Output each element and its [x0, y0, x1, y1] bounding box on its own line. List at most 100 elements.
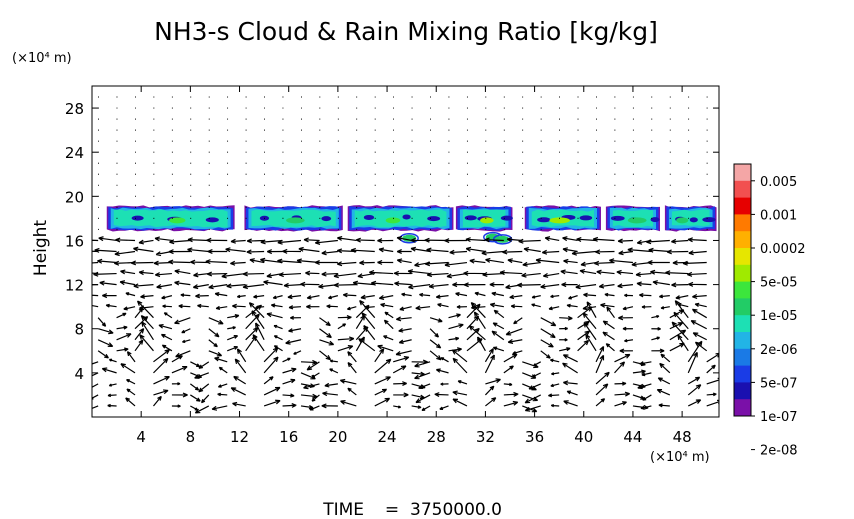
wind-arrow	[208, 284, 228, 290]
wind-arrow	[614, 381, 627, 386]
wind-arrow	[541, 249, 560, 255]
y-tick-label: 16	[65, 232, 84, 250]
wind-arrow	[374, 397, 391, 407]
wind-arrow	[563, 258, 578, 264]
wind-arrow	[377, 344, 394, 352]
wind-arrow	[641, 305, 652, 309]
wind-arrow	[419, 292, 431, 297]
wind-arrow	[116, 333, 132, 341]
wind-arrow	[566, 390, 578, 396]
wind-arrow	[374, 358, 392, 374]
wind-arrow	[215, 305, 228, 310]
wind-arrow	[92, 294, 99, 297]
wind-arrow	[674, 300, 689, 319]
wind-arrow	[692, 293, 707, 299]
wind-arrow	[617, 283, 634, 289]
wind-arrow	[272, 295, 283, 300]
x-tick-label: 24	[378, 428, 397, 446]
wind-arrow	[282, 357, 291, 363]
wind-arrow	[169, 239, 191, 245]
wind-arrow	[350, 247, 375, 253]
y-tick-label: 4	[74, 365, 84, 383]
wind-arrow	[659, 362, 671, 374]
wind-arrow	[300, 393, 318, 399]
wind-arrow	[660, 306, 670, 310]
colorbar-swatch	[734, 248, 751, 266]
wind-arrow	[429, 317, 443, 323]
colorbar-label: 0.001	[760, 208, 797, 223]
wind-arrow	[452, 357, 468, 374]
wind-arrow	[383, 335, 394, 341]
wind-arrow	[251, 310, 265, 330]
wind-arrow	[568, 295, 578, 300]
wind-arrow	[311, 372, 320, 379]
wind-arrow	[513, 317, 523, 325]
wind-arrow	[484, 237, 504, 243]
wind-arrow	[562, 354, 578, 363]
wind-arrow	[136, 300, 154, 319]
wind-arrow	[153, 389, 169, 396]
wind-arrow	[393, 381, 407, 386]
colorbar-swatch	[734, 382, 751, 400]
wind-arrow	[544, 236, 560, 242]
wind-arrow	[125, 397, 136, 407]
wind-arrow	[656, 388, 671, 396]
wind-arrow	[306, 304, 320, 310]
wind-arrow	[687, 351, 698, 374]
wind-arrow	[214, 292, 228, 297]
wind-arrow	[481, 250, 504, 256]
wind-arrow	[484, 354, 495, 374]
wind-arrow	[192, 284, 209, 290]
wind-arrow	[616, 269, 634, 275]
wind-arrow	[393, 270, 412, 276]
wind-arrow	[665, 270, 689, 276]
x-axis-unit: (×10⁴ m)	[650, 450, 710, 465]
wind-arrow	[263, 280, 283, 286]
wind-arrow	[503, 400, 519, 407]
wind-arrow	[289, 315, 302, 320]
colorbar-swatch	[734, 231, 751, 249]
wind-arrow	[503, 365, 514, 374]
wind-arrow	[253, 294, 265, 299]
x-tick-label: 44	[623, 428, 642, 446]
wind-arrow	[119, 280, 136, 286]
wind-arrow	[125, 292, 136, 297]
wind-arrow	[273, 345, 283, 352]
colorbar-swatch	[734, 197, 751, 215]
wind-arrow	[577, 330, 591, 341]
time-equals: =	[385, 500, 399, 519]
wind-arrow	[321, 271, 338, 277]
wind-arrow	[627, 247, 652, 253]
colorbar-swatch	[734, 180, 751, 199]
wind-arrow	[217, 392, 228, 397]
wind-arrow	[175, 350, 191, 358]
cloud-core	[464, 215, 477, 221]
wind-arrow	[126, 379, 136, 385]
wind-arrow	[319, 350, 332, 361]
wind-arrow	[562, 236, 578, 242]
wind-arrow	[666, 249, 689, 255]
wind-arrow	[691, 308, 708, 319]
wind-arrow	[580, 261, 597, 267]
wind-arrow	[214, 356, 228, 363]
wind-arrow	[604, 292, 615, 297]
wind-arrow	[533, 361, 542, 367]
cloud-core	[579, 215, 593, 221]
wind-arrow	[706, 392, 717, 397]
wind-arrow	[97, 339, 114, 347]
wind-arrow	[576, 236, 597, 242]
wind-arrow	[232, 401, 246, 407]
wind-arrow	[293, 350, 302, 355]
wind-arrow	[499, 270, 523, 276]
wind-arrow	[602, 331, 615, 341]
wind-arrow	[473, 311, 486, 330]
wind-arrow	[448, 313, 461, 319]
wind-arrow	[321, 403, 338, 409]
y-tick-label: 12	[65, 277, 84, 295]
wind-arrow	[687, 271, 707, 277]
colorbar-label: 1e-07	[760, 410, 798, 425]
plot-frame	[91, 85, 720, 418]
y-tick-label: 24	[65, 144, 84, 162]
wind-arrow	[92, 383, 99, 388]
cloud-contour	[354, 209, 447, 228]
